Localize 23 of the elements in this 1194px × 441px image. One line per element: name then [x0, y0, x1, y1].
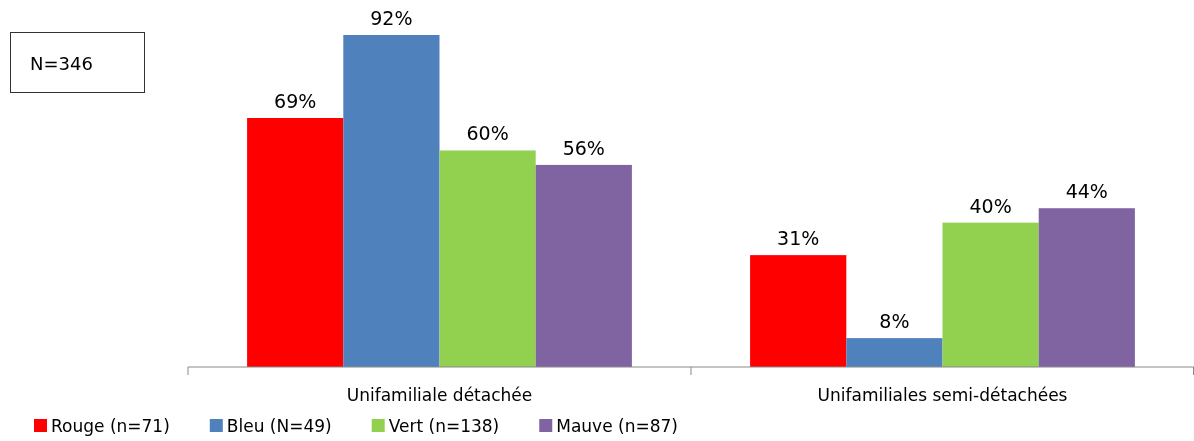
data-label: 60%	[466, 122, 509, 145]
data-label: 31%	[777, 227, 820, 250]
data-label: 8%	[879, 310, 910, 333]
data-label: 92%	[370, 7, 413, 29]
data-label: 40%	[969, 194, 1012, 217]
x-tick-label: Unifamiliale détachée	[346, 385, 533, 405]
bar	[846, 338, 943, 367]
data-label: 56%	[562, 136, 605, 159]
bar	[535, 164, 632, 367]
legend-label: Bleu (N=49)	[226, 416, 332, 436]
legend-label: Vert (n=138)	[388, 416, 500, 436]
bar	[1038, 208, 1135, 367]
text: N=346	[30, 53, 93, 74]
bar	[439, 150, 536, 367]
bar	[750, 255, 847, 367]
data-label: 44%	[1065, 180, 1108, 203]
bar	[247, 118, 344, 367]
legend-label: Rouge (n=71)	[51, 416, 170, 436]
legend-label: Mauve (n=87)	[556, 416, 678, 436]
x-tick-label: Unifamiliales semi-détachées	[817, 385, 1068, 405]
bar	[343, 35, 440, 367]
data-label: 69%	[274, 90, 317, 112]
bar	[942, 222, 1039, 367]
